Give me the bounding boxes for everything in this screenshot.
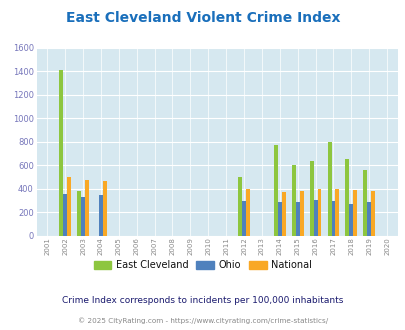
- Text: © 2025 CityRating.com - https://www.cityrating.com/crime-statistics/: © 2025 CityRating.com - https://www.city…: [78, 317, 327, 324]
- Bar: [59, 70, 63, 236]
- Bar: [281, 192, 285, 236]
- Text: Crime Index corresponds to incidents per 100,000 inhabitants: Crime Index corresponds to incidents per…: [62, 296, 343, 306]
- Bar: [238, 177, 241, 236]
- Bar: [352, 190, 356, 236]
- Bar: [277, 202, 281, 236]
- Legend: East Cleveland, Ohio, National: East Cleveland, Ohio, National: [90, 256, 315, 274]
- Bar: [367, 202, 370, 236]
- Bar: [245, 189, 249, 236]
- Bar: [370, 191, 374, 236]
- Bar: [335, 189, 339, 236]
- Bar: [273, 146, 277, 236]
- Bar: [241, 201, 245, 236]
- Bar: [327, 143, 331, 236]
- Bar: [85, 180, 89, 236]
- Bar: [345, 159, 349, 236]
- Bar: [331, 201, 335, 236]
- Bar: [349, 204, 352, 236]
- Bar: [299, 191, 303, 236]
- Bar: [317, 189, 321, 236]
- Bar: [291, 165, 295, 236]
- Bar: [309, 161, 313, 236]
- Bar: [67, 177, 71, 236]
- Bar: [102, 181, 107, 236]
- Bar: [295, 202, 299, 236]
- Bar: [63, 194, 67, 236]
- Text: East Cleveland Violent Crime Index: East Cleveland Violent Crime Index: [66, 11, 339, 25]
- Bar: [313, 200, 317, 236]
- Bar: [77, 191, 81, 236]
- Bar: [362, 170, 367, 236]
- Bar: [99, 195, 102, 236]
- Bar: [81, 197, 85, 236]
